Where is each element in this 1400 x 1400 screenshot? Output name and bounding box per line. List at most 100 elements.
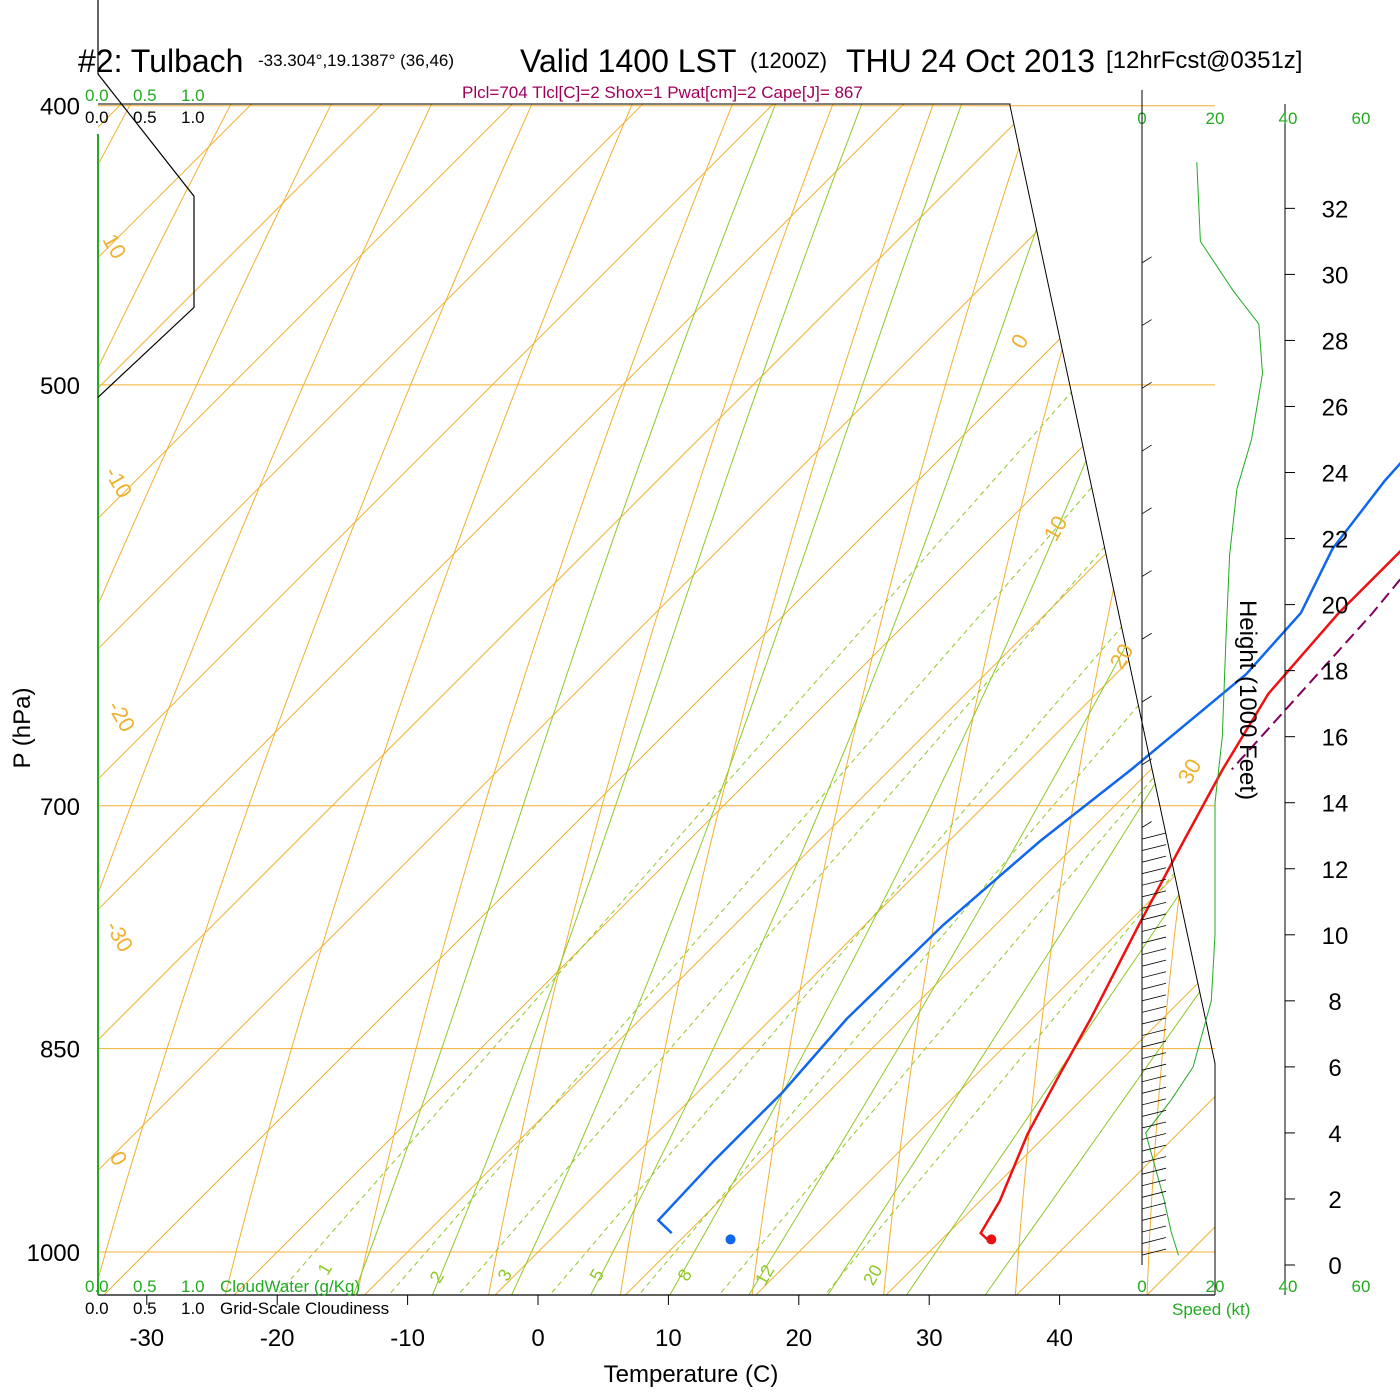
wind-barb <box>1141 632 1152 640</box>
forecast-run: [12hrFcst@0351z] <box>1106 47 1302 74</box>
theta-label: -20 <box>103 696 141 736</box>
surface-temperature-dot <box>986 1234 997 1245</box>
height-tick-label: 6 <box>1328 1055 1341 1082</box>
wind-barb <box>1141 1006 1167 1013</box>
wind-barb <box>1141 971 1167 979</box>
mixing-ratio-line <box>703 105 1215 1295</box>
isotherm-line <box>476 104 1215 1295</box>
mixing-ratio-label: 1 <box>314 1260 336 1279</box>
theta-label: 30 <box>1173 754 1207 788</box>
isotherm-line <box>98 104 448 1295</box>
clipped-diagram <box>98 104 1215 1295</box>
theta-label: -10 <box>100 462 138 502</box>
wind-barb <box>1141 1237 1167 1244</box>
zulu-time: (1200Z) <box>750 48 827 73</box>
speed-tick-bottom: 0 <box>1137 1277 1146 1296</box>
height-tick-label: 4 <box>1328 1121 1341 1148</box>
wind-barb <box>1141 1202 1167 1210</box>
wind-barb <box>1141 959 1167 967</box>
pressure-tick-label: 500 <box>40 373 80 400</box>
x-tick-label: -20 <box>260 1325 295 1352</box>
height-axis-label: Height (1000 Feet) <box>1234 600 1261 800</box>
isotherm-line <box>98 104 1215 1295</box>
wind-barb <box>1141 913 1167 921</box>
x-tick-label: 40 <box>1046 1325 1073 1352</box>
height-tick-label: 8 <box>1328 989 1341 1016</box>
wind-barb <box>1141 444 1152 452</box>
wind-barb <box>1141 1167 1167 1175</box>
speed-tick-bottom: 20 <box>1206 1277 1225 1296</box>
x-axis-label: Temperature (C) <box>604 1361 779 1388</box>
mixing-ratio-label: 3 <box>494 1266 516 1285</box>
wind-barb <box>1141 695 1152 703</box>
height-tick-label: 16 <box>1322 725 1349 752</box>
dry-adiabat-line <box>98 104 671 1295</box>
height-tick-label: 12 <box>1322 857 1349 884</box>
height-tick-label: 2 <box>1328 1187 1341 1214</box>
isotherm-line <box>215 104 1215 1295</box>
dewpoint-profile <box>656 461 1400 1235</box>
cloudiness-profile <box>97 0 195 398</box>
height-tick-label: 30 <box>1322 262 1349 289</box>
wind-barb <box>1141 878 1167 886</box>
mixing-ratio-label: 2 <box>426 1268 448 1287</box>
isotherm-line <box>98 104 1215 1295</box>
cloudwater-top-1: 1.0 <box>181 86 205 105</box>
isotherm-line <box>98 104 1215 1295</box>
height-tick-label: 28 <box>1322 328 1349 355</box>
surface-dewpoint-dot <box>725 1234 736 1245</box>
wind-barb <box>1141 1075 1167 1083</box>
isotherm-line <box>98 104 1215 1295</box>
speed-tick-top: 60 <box>1352 109 1371 128</box>
dry-adiabat-line <box>1013 104 1215 1295</box>
moist-adiabat-line <box>737 104 1215 1295</box>
theta-label: -30 <box>101 916 139 956</box>
height-tick-label: 24 <box>1322 461 1349 488</box>
cloudiness-top-0: 0.0 <box>85 108 109 127</box>
wind-barb <box>1141 256 1152 264</box>
isotherm-line <box>98 104 1215 1295</box>
wind-barb <box>1141 1248 1167 1256</box>
height-tick-label: 32 <box>1322 196 1349 223</box>
cloudwater-label: CloudWater (g/Kg) <box>220 1277 360 1296</box>
isotherm-line <box>98 104 708 1295</box>
isotherm-line <box>346 104 1215 1295</box>
x-tick-label: 0 <box>531 1325 544 1352</box>
height-tick-label: 14 <box>1322 791 1349 818</box>
wind-barb <box>1141 1225 1167 1233</box>
wind-speed-profile <box>1145 162 1264 1256</box>
cloudiness-top-05: 0.5 <box>133 108 157 127</box>
wind-barb <box>1141 1052 1167 1060</box>
wind-barb <box>1141 570 1152 577</box>
speed-tick-bottom: 60 <box>1352 1277 1371 1296</box>
mixing-ratio-line <box>534 105 1215 1295</box>
wind-barb <box>1141 319 1152 326</box>
mixing-ratio-label: 20 <box>859 1261 886 1288</box>
x-tick-label: 10 <box>655 1325 682 1352</box>
isotherm-line <box>607 104 1215 1295</box>
x-tick-label: -10 <box>390 1325 425 1352</box>
theta-label: 20 <box>1105 639 1139 673</box>
speed-axis-label: Speed (kt) <box>1172 1300 1250 1319</box>
height-tick-label: 10 <box>1322 923 1349 950</box>
wind-barb <box>1141 994 1167 1002</box>
theta-label: 10 <box>98 229 132 263</box>
labels: -30-20-100102030402503004005007008501000… <box>27 94 1207 1352</box>
cloudiness-bottom-1: 1.0 <box>181 1299 205 1318</box>
pressure-tick-label: 850 <box>40 1037 80 1064</box>
height-tick-label: 22 <box>1322 527 1349 554</box>
wind-barb <box>1141 1179 1167 1187</box>
isotherm-line <box>98 104 969 1295</box>
isotherm-line <box>867 104 1215 1295</box>
cloudiness-bottom-05: 0.5 <box>133 1299 157 1318</box>
wind-barb <box>1141 1040 1167 1048</box>
dry-adiabat-line <box>881 104 1215 1295</box>
moist-adiabat-line <box>972 104 1215 1295</box>
speed-tick-bottom: 40 <box>1279 1277 1298 1296</box>
diagram-outline <box>98 103 1216 1295</box>
pressure-tick-label: 1000 <box>27 1240 80 1267</box>
cloudiness-bottom-0: 0.0 <box>85 1299 109 1318</box>
dry-adiabat-line <box>617 104 1191 1295</box>
